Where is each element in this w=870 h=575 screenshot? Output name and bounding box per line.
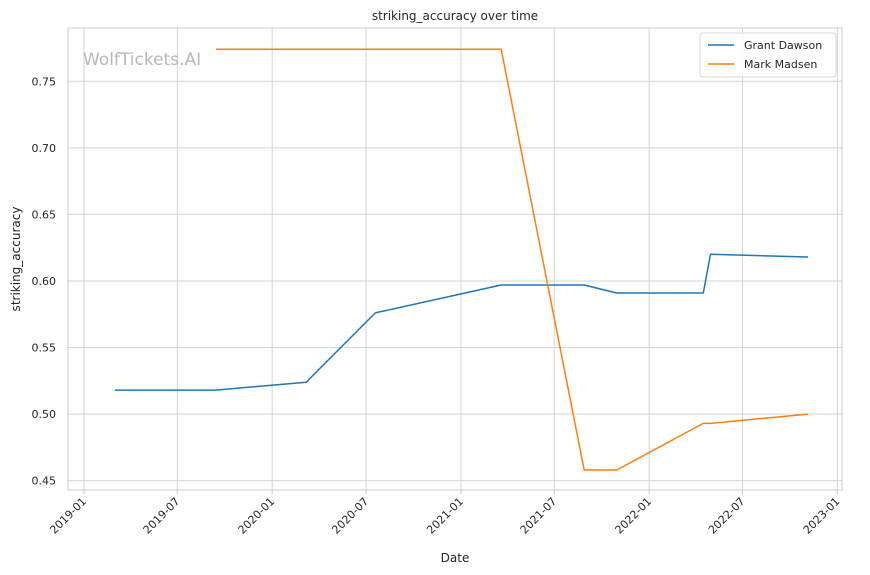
x-axis: 2019-01 2019-07 2020-01 2020-07 2021-01 2021-…	[47, 490, 842, 537]
y-axis: 0.45 0.50 0.55 0.60 0.65 0.70 0.75	[32, 75, 57, 487]
x-tick-label: 2022-07	[706, 495, 748, 537]
y-tick-label: 0.70	[32, 142, 57, 155]
legend: Grant Dawson Mark Madsen	[699, 32, 837, 78]
x-tick-label: 2021-07	[518, 495, 560, 537]
plot-area	[68, 28, 842, 490]
y-tick-label: 0.75	[32, 75, 57, 88]
x-tick-label: 2020-01	[236, 495, 278, 537]
chart-title: striking_accuracy over time	[372, 9, 538, 23]
series-line-mark-madsen	[216, 48, 809, 471]
x-tick-label: 2021-01	[424, 495, 466, 537]
x-tick-label: 2023-01	[801, 495, 843, 537]
y-axis-title: striking_accuracy	[9, 207, 23, 312]
legend-label-mark-madsen: Mark Madsen	[744, 58, 817, 71]
y-tick-label: 0.45	[32, 475, 57, 488]
y-tick-label: 0.65	[32, 208, 57, 221]
y-tick-label: 0.60	[32, 275, 57, 288]
x-tick-label: 2019-07	[141, 495, 183, 537]
x-tick-label: 2020-07	[329, 495, 371, 537]
legend-label-grant-dawson: Grant Dawson	[744, 39, 822, 52]
legend-box	[699, 32, 837, 78]
x-axis-title: Date	[441, 551, 470, 565]
y-tick-label: 0.55	[32, 342, 57, 355]
x-tick-label: 2019-01	[47, 495, 89, 537]
grid	[68, 28, 842, 490]
watermark: WolfTickets.AI	[83, 50, 201, 70]
plot-frame	[67, 27, 843, 491]
series-line-grant-dawson	[114, 253, 809, 391]
x-tick-label: 2022-01	[613, 495, 655, 537]
y-tick-label: 0.50	[32, 408, 57, 421]
series-layer	[114, 48, 809, 471]
